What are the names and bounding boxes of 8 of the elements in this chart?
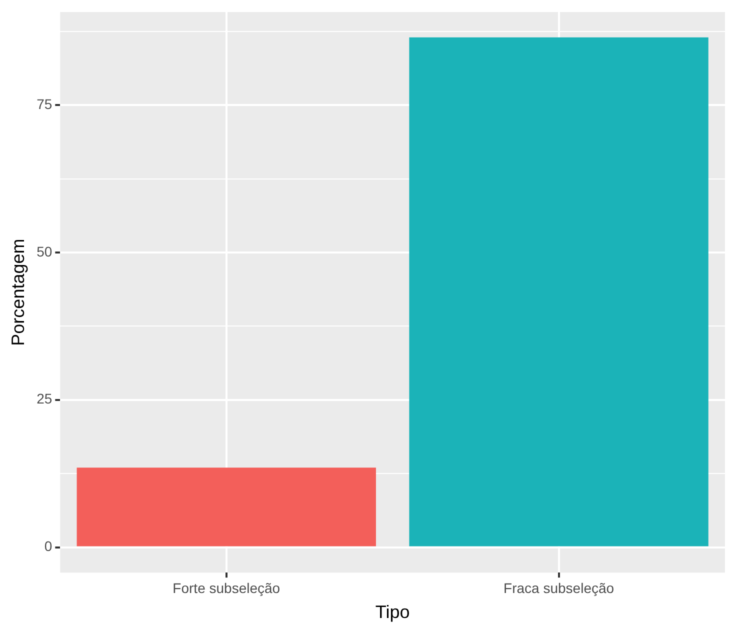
x-axis-title: Tipo: [375, 602, 410, 622]
x-tick-label: Fraca subseleção: [504, 580, 614, 596]
y-tick-label: 25: [36, 390, 52, 407]
y-tick-label: 0: [44, 538, 52, 554]
y-tick-label: 50: [36, 243, 52, 260]
x-tick-label: Forte subseleção: [172, 580, 280, 596]
y-axis-title: Porcentagem: [8, 238, 28, 346]
y-tick-label: 75: [36, 96, 52, 112]
